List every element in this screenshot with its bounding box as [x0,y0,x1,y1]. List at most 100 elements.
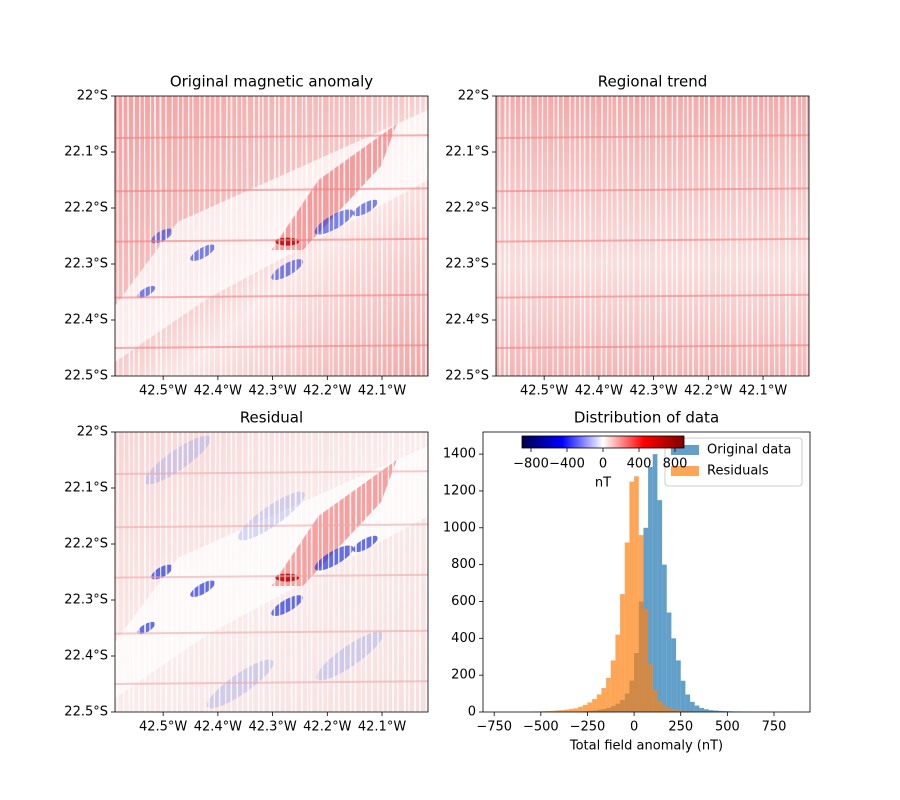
flight-line-gap [408,96,412,376]
x-tick-label: 42.3°W [248,384,296,399]
colorbar-tick-label: −800 [513,457,549,472]
anomaly-low [151,564,173,580]
tie-line [115,523,428,529]
flight-line-gap [176,96,180,376]
axes-title: Original magnetic anomaly [170,73,373,91]
y-tick-label: 22.3°S [445,257,489,272]
legend-swatch [671,445,699,455]
flight-line-gap [805,96,808,376]
flight-line-gap [122,432,125,712]
histogram-bar [620,594,625,712]
x-tick-label: 42.4°W [575,384,623,399]
colorbar-tick-label: 800 [663,457,688,472]
x-tick-label: −750 [476,720,512,735]
flight-line-gap [224,96,228,376]
map-image [115,96,428,376]
anomaly-low [190,244,216,262]
flight-line-gap [294,96,298,376]
flight-line-gap [540,96,544,376]
flight-line-gap [354,432,358,712]
flight-line-gap [525,96,528,376]
histogram-bar [722,711,728,712]
flight-line-gap [192,432,195,712]
flight-line-gap [772,96,776,376]
residual-low [238,491,305,541]
flight-line-gap [605,96,609,376]
y-tick-label: 22.4°S [64,313,108,328]
y-tick-label: 22.1°S [64,145,108,160]
histogram-bar [685,694,691,712]
y-tick-label: 22.3°S [64,257,108,272]
histogram-bar [610,660,616,712]
histogram-bar [596,694,602,712]
x-tick-label: −500 [523,720,559,735]
histogram-bar [708,710,714,712]
flight-line-gap [391,96,394,376]
flight-line-gap [273,96,277,376]
axes-frame [114,95,429,377]
y-tick-label: 22°S [77,425,108,440]
histogram-bar [578,706,583,712]
flight-line-gap [402,432,406,712]
flight-line-gap [127,96,131,376]
x-axis-label: Total field anomaly (nT) [569,739,723,754]
histogram-bar [634,476,639,712]
y-tick-label: 200 [451,668,476,683]
flight-line-gap [568,96,571,376]
flight-line-gap [503,96,507,376]
flight-line-gap [186,432,190,712]
y-tick-label: 400 [451,631,476,646]
histogram-bar [680,710,686,712]
histogram-bar [676,710,681,712]
y-tick-label: 22°S [77,89,108,104]
flight-line-gap [562,96,565,376]
flight-line-gap [262,96,265,376]
flight-line-gap [508,96,511,376]
histogram-bar [690,701,695,712]
flight-line-gap [148,432,151,712]
flight-line-gap [289,432,293,712]
y-tick-label: 22.2°S [64,201,108,216]
histogram-bar [666,707,672,712]
y-tick-label: 22.1°S [445,145,489,160]
flight-line-gap [408,432,411,712]
tie-line [496,237,809,243]
flight-line-gap [414,96,417,376]
flight-line-gap [332,432,335,712]
tie-line [115,237,428,243]
histogram-bar [587,702,593,712]
flight-line-gap [573,96,576,376]
x-tick-label: 42.3°W [629,384,677,399]
flight-line-gap [381,432,384,712]
tie-line [115,134,428,139]
x-tick-label: 42.5°W [139,384,187,399]
flight-line-gap [305,96,309,376]
flight-line-gap [208,96,211,376]
flight-line-gap [192,96,196,376]
flight-line-gap [403,96,406,376]
flight-line-gap [745,96,749,376]
flight-line-gap [213,96,216,376]
axes-title: Residual [240,409,303,427]
flight-line-gap [343,432,346,712]
anomaly-low [137,621,156,635]
y-tick-label: 22.5°S [64,369,108,384]
histogram-bar [685,711,691,712]
tie-line [496,293,809,299]
flight-line-gap [218,432,221,712]
map-image [115,432,428,712]
x-tick-label: 42.5°W [520,384,568,399]
flight-line-gap [283,432,287,712]
flight-line-gap [219,96,222,376]
x-tick-label: 42.2°W [684,384,732,399]
y-tick-label: 22.4°S [64,649,108,664]
histogram-bar [704,709,709,712]
colorbar-tick-label: −400 [549,457,585,472]
flight-line-gap [600,96,603,376]
tie-line [115,629,428,635]
histogram-bar [671,709,677,712]
flight-line-gap [235,432,239,712]
histogram-bar [568,709,574,712]
